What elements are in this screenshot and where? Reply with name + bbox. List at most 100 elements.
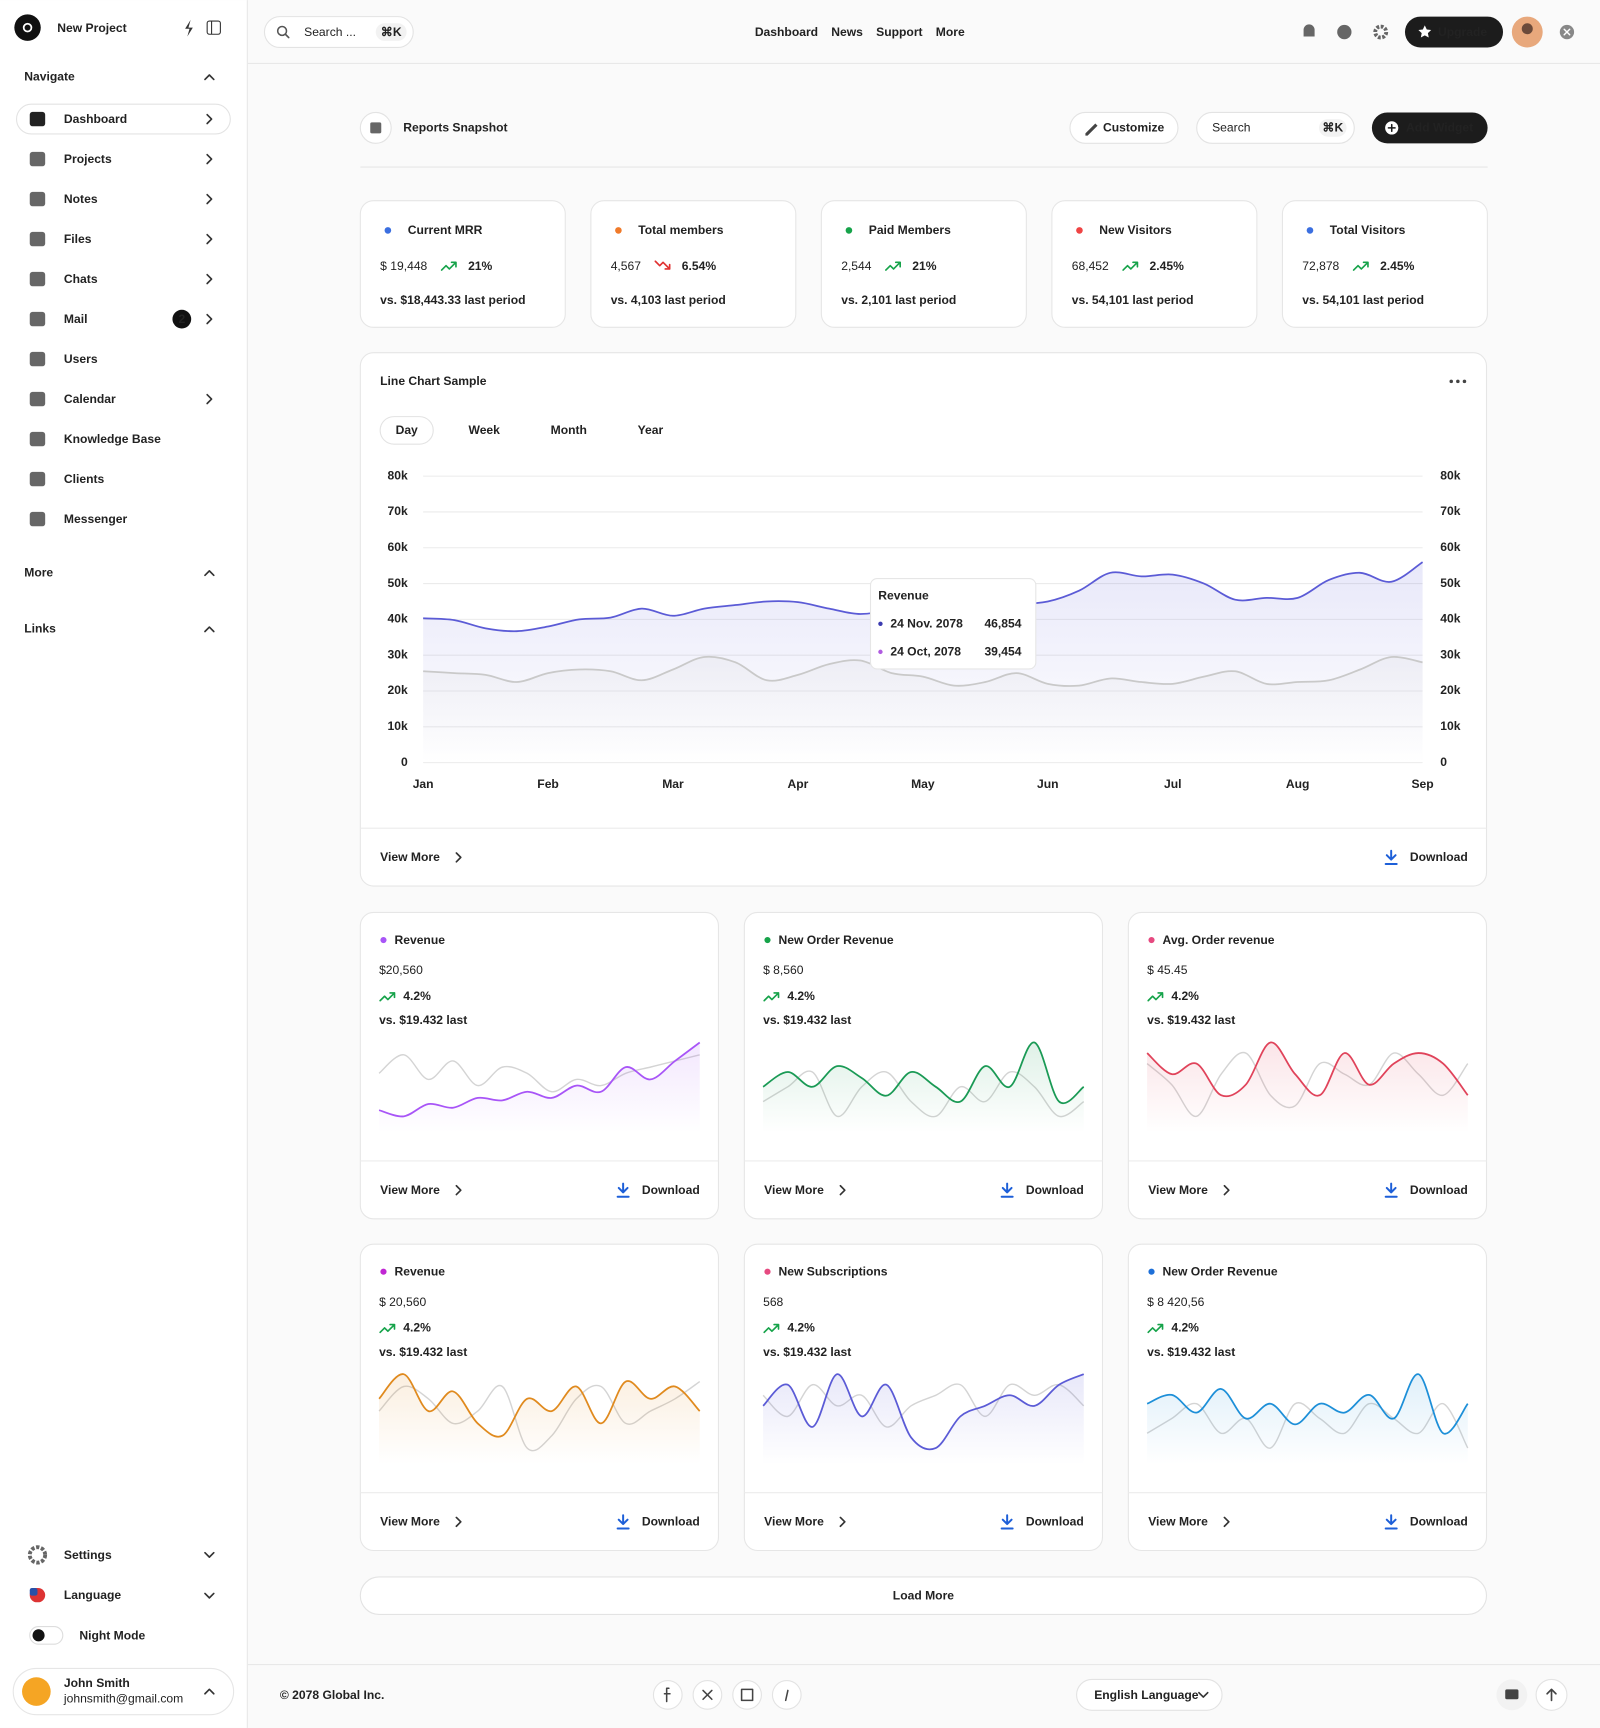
- menu-dot[interactable]: [1462, 379, 1467, 384]
- settings-icon: [27, 1545, 48, 1565]
- stat-change: 2.45%: [1150, 259, 1185, 273]
- search-box[interactable]: [263, 16, 414, 49]
- x-tick-label: May: [911, 777, 935, 791]
- nav-item[interactable]: Files: [64, 232, 92, 246]
- load-more-button[interactable]: [359, 1576, 1488, 1615]
- x-tick-label: Jul: [1164, 777, 1182, 791]
- stat-label: Paid Members: [869, 223, 951, 237]
- nav-badge-count: 2: [178, 312, 185, 326]
- nav-item[interactable]: Projects: [64, 152, 112, 166]
- arrow-up-icon: [1546, 1688, 1557, 1702]
- nav-item[interactable]: Users: [64, 352, 98, 366]
- customize-button[interactable]: [1069, 111, 1179, 144]
- metric-previous: vs. $19.432 last: [379, 1345, 467, 1359]
- nav-icon: [29, 431, 46, 447]
- load-more-label[interactable]: Load More: [893, 1588, 954, 1602]
- stat-value: 4,567: [611, 259, 642, 273]
- metric-label: New Order Revenue: [779, 933, 894, 947]
- stat-previous: vs. 54,101 last period: [1302, 293, 1424, 307]
- metric-change: 4.2%: [403, 989, 431, 1003]
- tab-active[interactable]: [379, 416, 434, 445]
- line-area: [423, 656, 1423, 763]
- view-more[interactable]: View More: [380, 850, 440, 864]
- sparkline: [762, 1041, 1085, 1105]
- nav-item[interactable]: Notes: [64, 192, 98, 206]
- metric-change: 4.2%: [403, 1321, 431, 1335]
- nav-item-active[interactable]: [15, 103, 231, 135]
- view-more[interactable]: View More: [1148, 1515, 1208, 1529]
- nav-item[interactable]: Messenger: [64, 512, 128, 526]
- social-button[interactable]: [732, 1679, 762, 1710]
- trend-up-icon: [763, 992, 780, 1002]
- section-title[interactable]: Links: [24, 621, 56, 635]
- stat-change: 21%: [912, 259, 936, 273]
- section-title[interactable]: More: [24, 565, 53, 579]
- chevron-down: [204, 1592, 215, 1599]
- header-search-placeholder: Search: [1212, 121, 1250, 135]
- view-more[interactable]: View More: [1148, 1183, 1208, 1197]
- tab[interactable]: Year: [638, 423, 664, 437]
- tab[interactable]: Day: [396, 423, 418, 437]
- chevron-right: [206, 273, 213, 285]
- x-tick-label: Sep: [1411, 777, 1433, 791]
- nav-icon: [29, 271, 46, 287]
- top-nav-link[interactable]: More: [936, 25, 965, 39]
- top-nav-link[interactable]: Dashboard: [755, 25, 818, 39]
- nav-item[interactable]: Knowledge Base: [64, 432, 161, 446]
- stat-card: [359, 200, 566, 328]
- menu-dot[interactable]: [1449, 379, 1454, 384]
- tab[interactable]: Week: [468, 423, 500, 437]
- metric-value: 568: [763, 1295, 783, 1309]
- chart-title: Line Chart Sample: [380, 374, 487, 388]
- download[interactable]: Download: [642, 1183, 700, 1197]
- trend-up-icon: [1122, 261, 1139, 271]
- menu-dot[interactable]: [1456, 379, 1460, 384]
- section-title: Navigate: [24, 69, 75, 83]
- chevron-right: [455, 852, 462, 863]
- avatar-head: [1521, 23, 1533, 35]
- language-select[interactable]: [1076, 1678, 1223, 1711]
- metric-dot: [1148, 1268, 1155, 1275]
- download[interactable]: Download: [1410, 1515, 1468, 1529]
- download[interactable]: Download: [1026, 1515, 1084, 1529]
- y-tick-label: 50k: [387, 576, 407, 590]
- nav-item[interactable]: Calendar: [64, 392, 116, 406]
- social-icon: [784, 1689, 789, 1702]
- tooltip-value: 46,854: [984, 617, 1021, 631]
- download[interactable]: Download: [1410, 1183, 1468, 1197]
- nav-item[interactable]: Clients: [64, 472, 105, 486]
- settings-label[interactable]: Settings: [64, 1548, 112, 1562]
- social-button[interactable]: [652, 1679, 683, 1710]
- stat-label: Total members: [638, 223, 724, 237]
- download[interactable]: Download: [1410, 850, 1468, 864]
- top-nav-link[interactable]: Support: [876, 25, 922, 39]
- view-more[interactable]: View More: [764, 1515, 824, 1529]
- language-label[interactable]: Language: [64, 1588, 121, 1602]
- top-nav-link[interactable]: News: [831, 25, 863, 39]
- add-widget-button[interactable]: [1371, 112, 1488, 144]
- stat-change: 21%: [468, 259, 492, 273]
- metric-value: $20,560: [379, 963, 423, 977]
- upgrade-button[interactable]: [1404, 16, 1504, 48]
- tab[interactable]: Month: [551, 423, 587, 437]
- y-tick-label: 60k: [387, 540, 407, 554]
- user-card[interactable]: [12, 1667, 235, 1716]
- sparkline-area: [1147, 1374, 1468, 1465]
- nav-item[interactable]: Dashboard: [64, 112, 127, 126]
- metric-dot: [764, 936, 771, 944]
- chevron-right: [206, 313, 213, 325]
- view-more[interactable]: View More: [764, 1183, 824, 1197]
- chevron-right: [206, 193, 213, 205]
- download[interactable]: Download: [1026, 1183, 1084, 1197]
- metric-dot: [1148, 936, 1155, 944]
- nav-item[interactable]: Mail: [64, 312, 88, 326]
- stat-change: 6.54%: [682, 259, 717, 273]
- view-more[interactable]: View More: [380, 1183, 440, 1197]
- header-search[interactable]: [1196, 111, 1355, 144]
- nav-icon: [29, 391, 46, 407]
- chevron-right: [206, 153, 213, 165]
- metric-label: New Subscriptions: [779, 1264, 888, 1278]
- download[interactable]: Download: [642, 1515, 700, 1529]
- nav-item[interactable]: Chats: [64, 272, 98, 286]
- view-more[interactable]: View More: [380, 1515, 440, 1529]
